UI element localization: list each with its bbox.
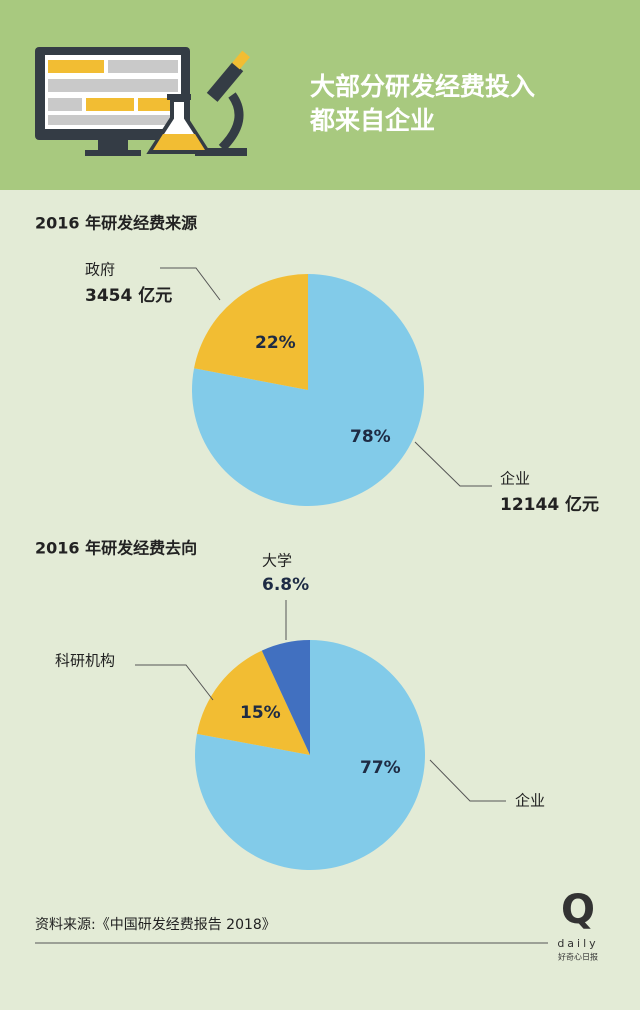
microscope-eyepiece <box>232 50 250 70</box>
screen-bar <box>138 98 178 111</box>
pie-slice <box>196 650 310 755</box>
flask-rim <box>167 94 191 100</box>
screen-bar <box>48 98 82 111</box>
illustration <box>35 47 250 156</box>
microscope-tube <box>206 62 244 102</box>
leader-line <box>429 759 506 802</box>
leader-line <box>135 664 214 701</box>
leader-line <box>414 441 492 487</box>
pie-slice <box>194 274 308 390</box>
amount-label: 12144 亿元 <box>500 494 599 515</box>
slice-label: 企业 <box>500 470 530 488</box>
microscope-arm <box>218 92 244 152</box>
logo-word: daily <box>557 937 598 950</box>
slice-label: 大学 <box>262 552 292 570</box>
title-line: 都来自企业 <box>309 106 435 135</box>
chart-title: 2016 年研发经费去向 <box>35 539 197 558</box>
screen-bar <box>48 60 104 73</box>
monitor-base <box>85 150 141 156</box>
microscope-base <box>195 148 247 156</box>
pie-slice <box>261 639 310 755</box>
screen-bar <box>86 98 134 111</box>
screen-bar <box>108 60 178 73</box>
value-label: 6.8% <box>262 575 309 595</box>
source: 资料来源:《中国研发经费报告 2018》 <box>35 917 276 933</box>
slice-label: 企业 <box>515 792 545 810</box>
amount-label: 3454 亿元 <box>85 285 172 306</box>
value-label: 15% <box>240 703 281 723</box>
screen-bar <box>48 115 178 125</box>
chart-title: 2016 年研发经费来源 <box>35 214 197 233</box>
value-label: 77% <box>360 758 401 778</box>
leader-line <box>160 267 221 301</box>
title-line: 大部分研发经费投入 <box>310 72 535 101</box>
value-label: 78% <box>350 427 391 447</box>
monitor-stand <box>98 140 128 152</box>
logo-mark: Q <box>561 887 595 933</box>
slice-label: 科研机构 <box>55 652 115 670</box>
logo-tagline: 好奇心日报 <box>558 952 598 962</box>
flask-liquid <box>153 134 205 150</box>
screen-bar <box>48 79 178 92</box>
slice-label: 政府 <box>85 261 115 279</box>
value-label: 22% <box>255 333 296 353</box>
